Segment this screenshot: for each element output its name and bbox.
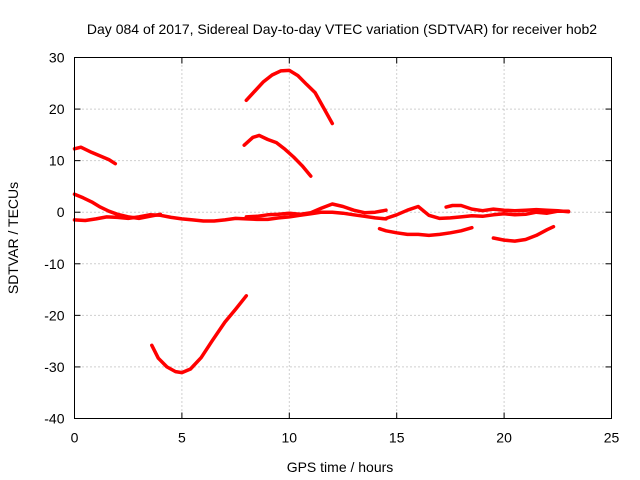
series-line-arc-9	[384, 204, 571, 221]
y-tick-label: -30	[44, 359, 64, 375]
y-tick-label: -40	[44, 411, 64, 427]
series-line-arc-3	[72, 192, 163, 221]
plot-series	[72, 68, 571, 375]
x-tick-label: 10	[282, 430, 298, 446]
y-tick-label: 10	[49, 153, 65, 169]
y-tick-label: 30	[49, 50, 65, 66]
y-tick-label: -10	[44, 256, 64, 272]
series-line-arc-10	[444, 203, 571, 214]
plot-frame	[74, 57, 612, 419]
series-line-arc-4	[150, 294, 249, 375]
x-tick-label: 20	[496, 430, 512, 446]
y-tick-label: 0	[57, 204, 65, 220]
x-tick-label: 25	[604, 430, 620, 446]
x-tick-label: 0	[71, 430, 79, 446]
series-line-arc-11	[491, 224, 556, 243]
series-line-arc-5	[242, 133, 313, 178]
x-axis-tick-labels: 0 5 10 15 20 25	[71, 430, 620, 446]
series-line-arc-7	[244, 202, 388, 219]
series-line-arc-1	[72, 145, 118, 166]
x-axis-title: GPS time / hours	[287, 459, 394, 475]
chart-title: Day 084 of 2017, Sidereal Day-to-day VTE…	[87, 21, 597, 37]
y-tick-label: 20	[49, 101, 65, 117]
series-line-arc-6	[244, 68, 335, 126]
x-tick-label: 5	[178, 430, 186, 446]
x-tick-label: 15	[389, 430, 405, 446]
y-axis-title: SDTVAR / TECUs	[5, 182, 21, 294]
y-tick-label: -20	[44, 307, 64, 323]
axis-ticks	[74, 57, 612, 419]
series-line-arc-8	[377, 225, 474, 238]
y-axis-tick-labels: -40 -30 -20 -10 0 10 20 30	[44, 50, 64, 427]
